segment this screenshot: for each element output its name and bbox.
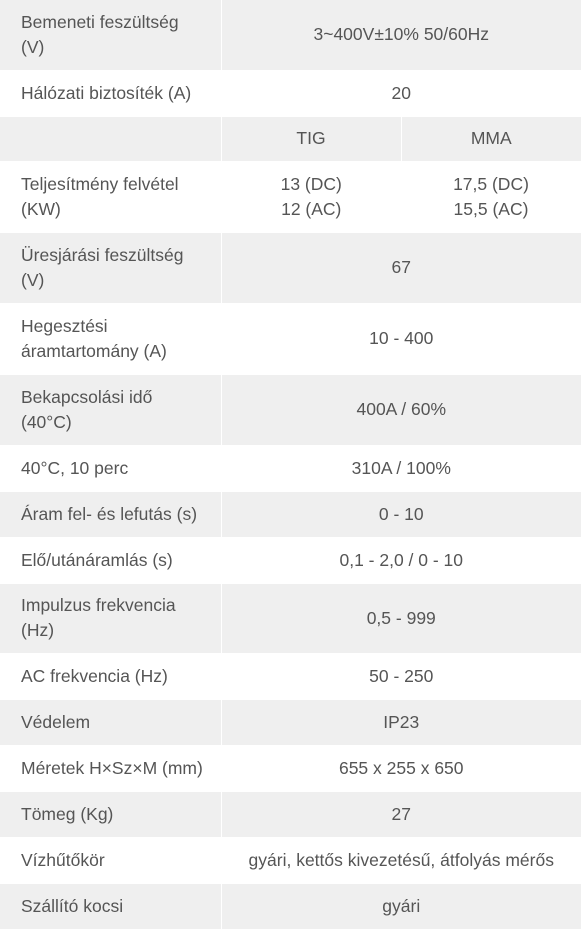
spec-label: Hegesztési áramtartomány (A) [0,303,222,375]
column-header-tig: TIG [221,116,402,162]
spec-label: Hálózati biztosíték (A) [0,70,222,117]
spec-label: Védelem [0,699,222,746]
spec-value-mma: 17,5 (DC) 15,5 (AC) [401,161,581,233]
spec-row-duty-cycle-10min: 40°C, 10 perc 310A / 100% [0,445,581,492]
spec-label: Impulzus frekvencia (Hz) [0,583,222,654]
spec-row-dimensions: Méretek H×Sz×M (mm) 655 x 255 x 650 [0,745,581,792]
spec-value: 400A / 60% [221,374,581,446]
spec-row-ac-frequency: AC frekvencia (Hz) 50 - 250 [0,653,581,700]
spec-value: 0,1 - 2,0 / 0 - 10 [221,537,581,584]
spec-value: gyári, kettős kivezetésű, átfolyás mérős [221,837,581,884]
spec-label-empty [0,116,222,162]
spec-label: Vízhűtőkör [0,837,222,884]
spec-label: Áram fel- és lefutás (s) [0,491,222,538]
spec-value: 0,5 - 999 [221,583,581,654]
spec-row-power-consumption: Teljesítmény felvétel (KW) 13 (DC) 12 (A… [0,161,581,233]
spec-value: 310A / 100% [221,445,581,492]
spec-row-current-range: Hegesztési áramtartomány (A) 10 - 400 [0,303,581,375]
spec-label: Üresjárási feszültség (V) [0,232,222,304]
spec-value: 50 - 250 [221,653,581,700]
spec-row-duty-cycle: Bekapcsolási idő (40°C) 400A / 60% [0,374,581,446]
spec-value-tig: 13 (DC) 12 (AC) [221,161,401,233]
spec-row-open-circuit-voltage: Üresjárási feszültség (V) 67 [0,232,581,304]
spec-label: Méretek H×Sz×M (mm) [0,745,222,792]
spec-value: 27 [221,791,581,838]
spec-label: AC frekvencia (Hz) [0,653,222,700]
spec-row-water-cooling: Vízhűtőkör gyári, kettős kivezetésű, átf… [0,837,581,884]
spec-value: 67 [221,232,581,304]
spec-value: 655 x 255 x 650 [221,745,581,792]
spec-row-mains-fuse: Hálózati biztosíték (A) 20 [0,70,581,117]
spec-row-input-voltage: Bemeneti feszültség (V) 3~400V±10% 50/60… [0,0,581,71]
spec-row-pulse-frequency: Impulzus frekvencia (Hz) 0,5 - 999 [0,583,581,654]
spec-label: Tömeg (Kg) [0,791,222,838]
spec-label: Bemeneti feszültség (V) [0,0,222,71]
column-header-mma: MMA [401,116,581,162]
spec-row-mode-header: TIG MMA [0,116,581,162]
spec-label: Elő/utánáramlás (s) [0,537,222,584]
spec-value: gyári [221,883,581,930]
spec-value: 3~400V±10% 50/60Hz [221,0,581,71]
spec-row-slope: Áram fel- és lefutás (s) 0 - 10 [0,491,581,538]
spec-value: 0 - 10 [221,491,581,538]
spec-label: 40°C, 10 perc [0,445,222,492]
spec-value: IP23 [221,699,581,746]
spec-value: 10 - 400 [221,303,581,375]
spec-row-weight: Tömeg (Kg) 27 [0,791,581,838]
spec-value: 20 [221,70,581,117]
spec-label: Szállító kocsi [0,883,222,930]
spec-row-gas-flow: Elő/utánáramlás (s) 0,1 - 2,0 / 0 - 10 [0,537,581,584]
spec-label: Bekapcsolási idő (40°C) [0,374,222,446]
spec-label: Teljesítmény felvétel (KW) [0,161,222,233]
spec-row-trolley: Szállító kocsi gyári [0,883,581,930]
spec-row-protection: Védelem IP23 [0,699,581,746]
